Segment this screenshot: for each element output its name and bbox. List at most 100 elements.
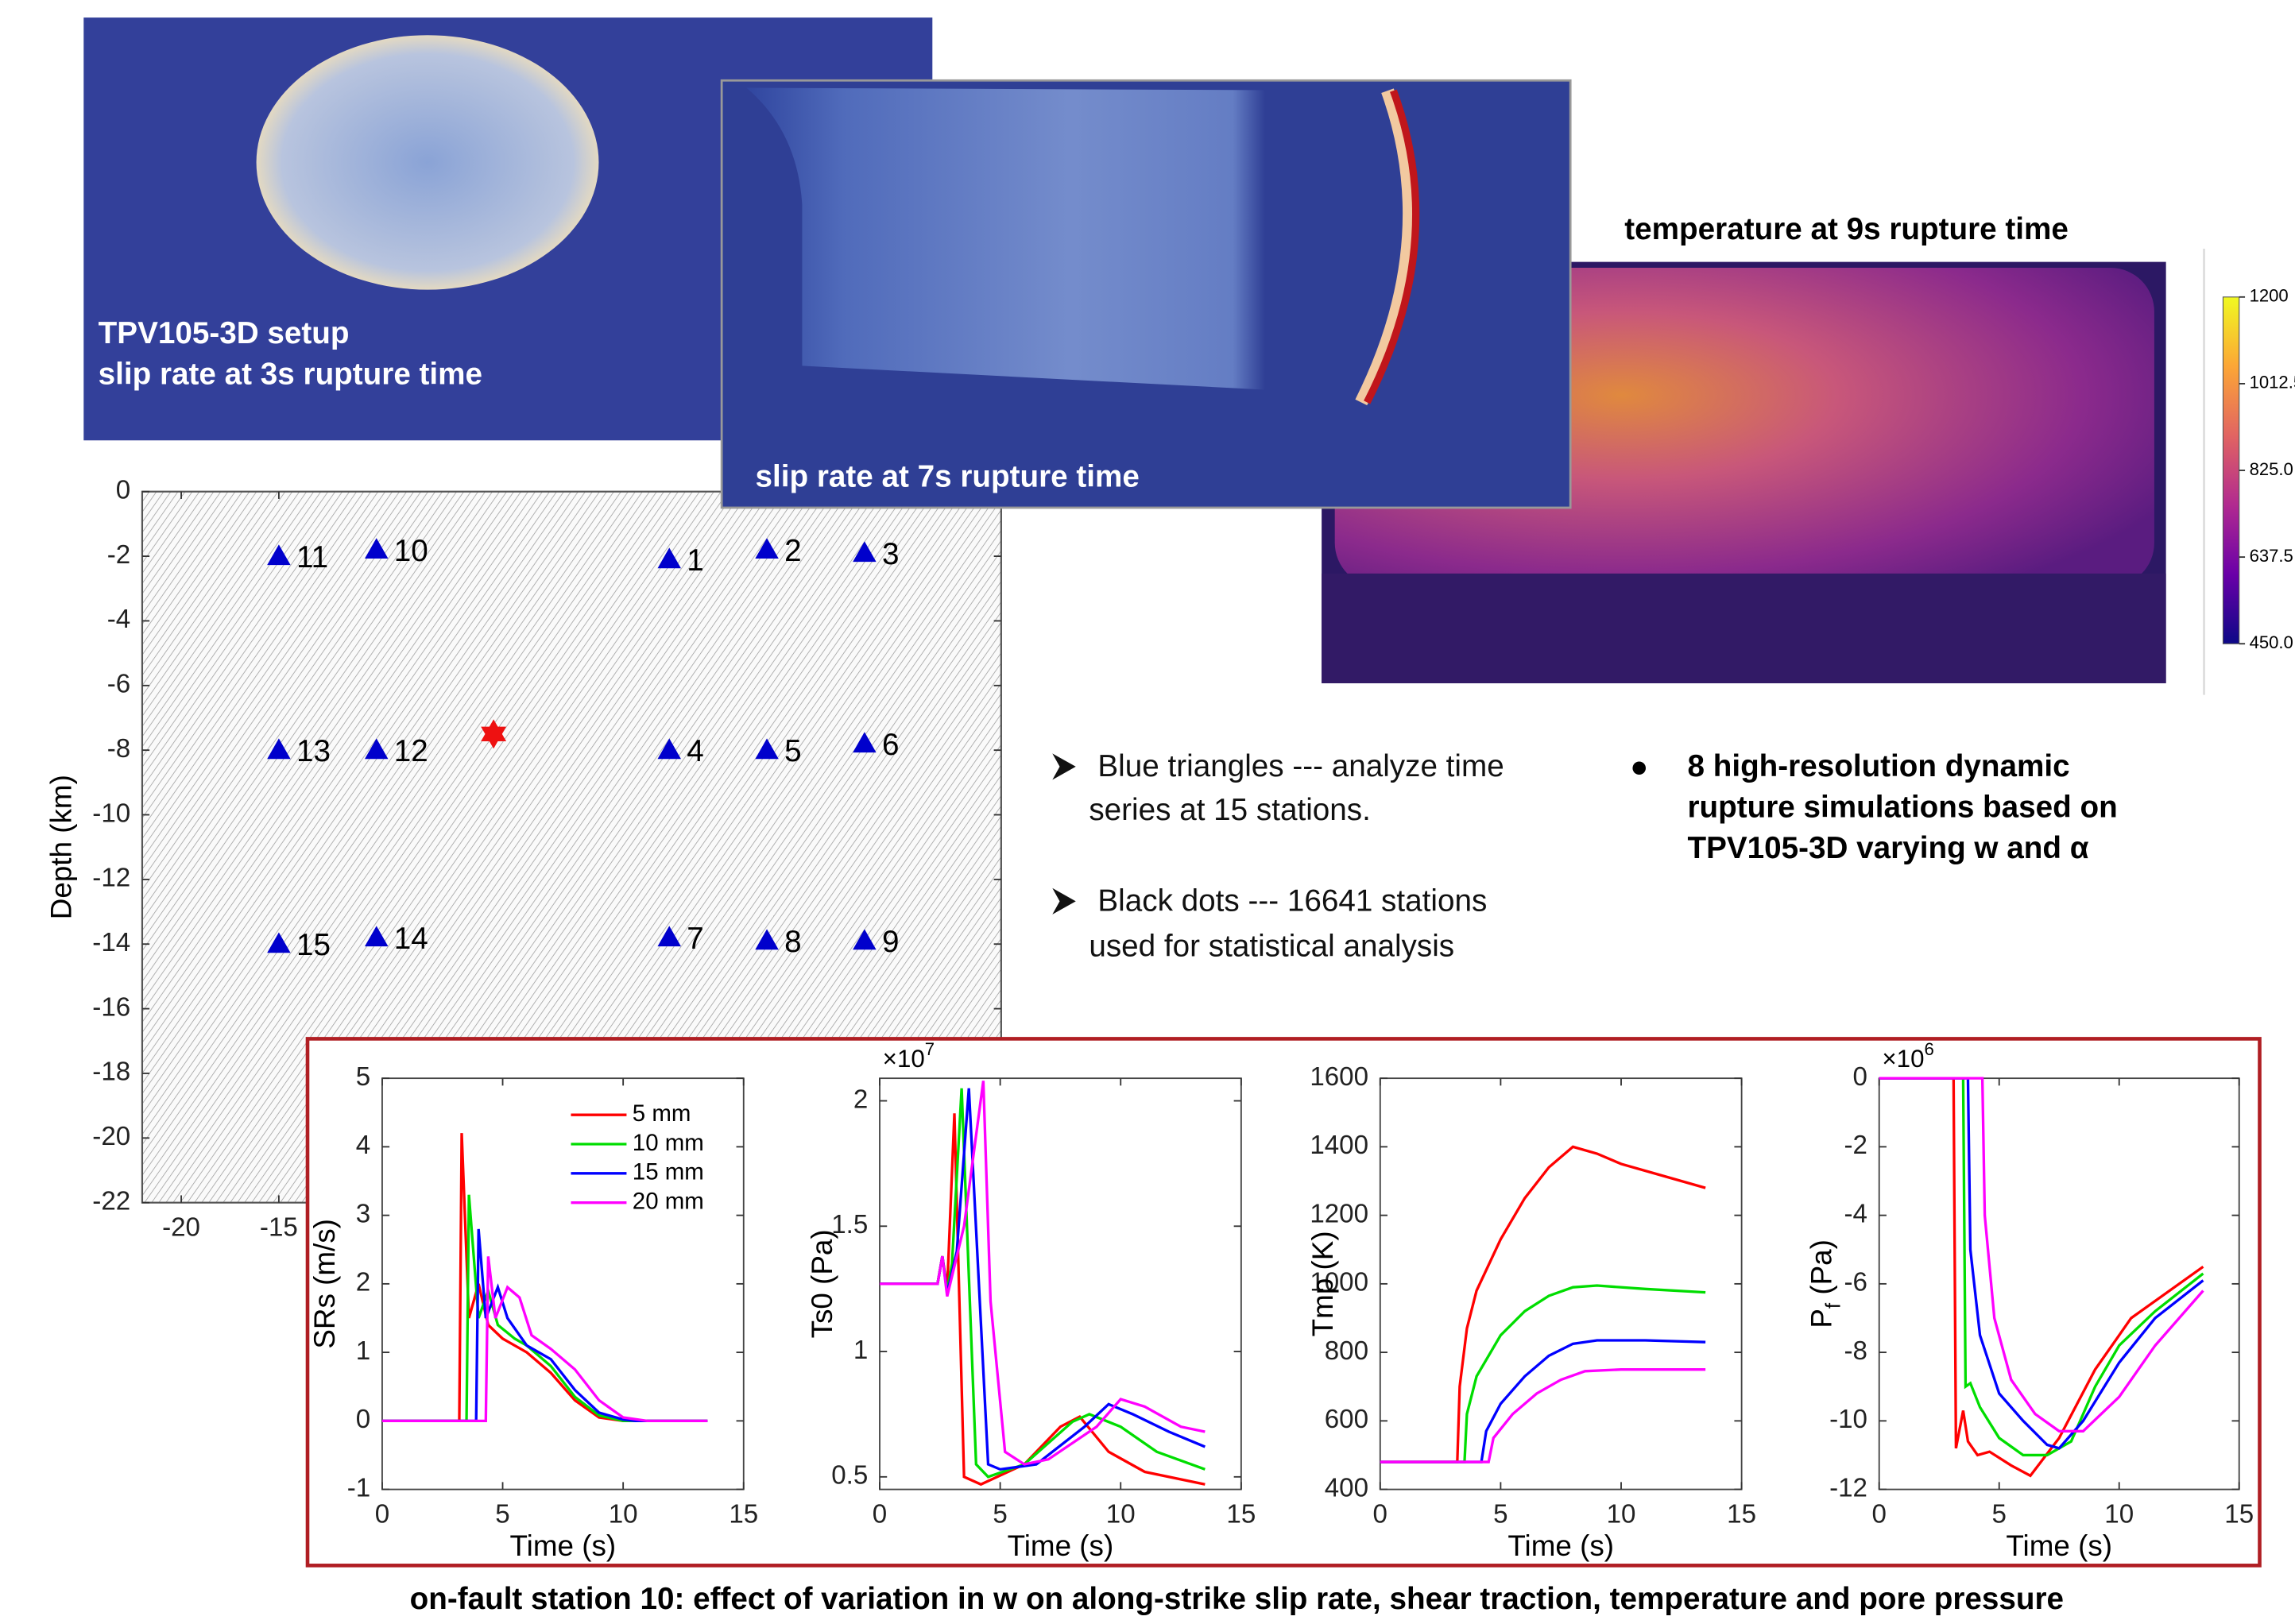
chart-line: -12 -10 -8 -6 -4 -2 0 0 5 10 15 Time (s) Pf (Pa) ×106 [1805,1039,2254,1562]
y-tick-label: 1200 [1310,1199,1368,1228]
y-tick-label: -10 [92,798,130,828]
colorbar [2222,296,2240,644]
x-tick-label: 5 [495,1499,509,1529]
y-axis-title: Ts0 (Pa) [806,1229,838,1338]
x-tick-label: 5 [993,1499,1007,1529]
y-axis-title-part: SRs (m/s) [308,1219,341,1349]
station-label: 4 [687,734,704,768]
station-marker [853,929,877,950]
multiplier-base: ×10 [883,1045,925,1073]
axis-multiplier: ×106 [1882,1039,1933,1073]
panel-title: slip rate at 3s rupture time [99,357,482,391]
chart-colorbar: 1200 1012.5 825.0 637.5 450.0 [2222,286,2295,652]
station-marker [853,541,877,563]
y-axis-title-part: f [1823,1302,1845,1309]
station-marker [657,547,681,569]
y-tick-label: -10 [1829,1405,1867,1434]
y-tick-label: -1 [347,1473,370,1502]
series-line [880,1081,1206,1466]
y-tick-label: 1 [853,1336,868,1365]
series-line [381,1194,708,1423]
y-tick-label: -2 [1844,1131,1867,1160]
y-tick-label: -18 [92,1058,130,1087]
y-tick-label: 1.5 [831,1210,868,1239]
legend-label: 20 mm [633,1188,704,1214]
station-label: 1 [687,543,704,578]
colorbar-layer: 1200 1012.5 825.0 637.5 450.0 [2222,286,2295,652]
x-tick-label: -20 [162,1213,200,1243]
station-marker [364,538,389,559]
plot-area [879,1077,1242,1491]
series-line [1380,1368,1706,1464]
station-label: 13 [296,734,331,768]
slip-7s-panel: slip rate at 7s rupture time [720,79,1572,509]
y-tick-label: 1000 [1310,1268,1368,1297]
x-tick-label: 15 [729,1499,758,1529]
x-axis-title: Time (s) [2006,1529,2112,1562]
bullets: Blue triangles --- analyze time series a… [1052,749,2118,963]
station-label: 10 [394,534,428,568]
plot-area [1379,1077,1743,1491]
bullet-text: TPV105-3D varying w and α [1687,831,2088,865]
series-line [1380,1339,1706,1464]
y-axis-title-part: Ts0 (Pa) [806,1229,838,1338]
station-marker [755,538,779,559]
panel-title: TPV105-3D setup [99,316,350,350]
y-tick-label: -8 [107,734,130,764]
x-tick-label: 0 [1872,1499,1887,1529]
station-marker [853,732,877,753]
station-marker [755,929,779,950]
y-tick-label: 600 [1325,1405,1368,1434]
bullet-text: used for statistical analysis [1089,929,1454,963]
colorbar-label: 1200 [2250,286,2289,306]
y-tick-label: -4 [1844,1199,1867,1228]
y-tick-label: 2 [853,1085,868,1114]
y-tick-label: -22 [92,1186,130,1216]
x-tick-label: 10 [609,1499,638,1529]
y-tick-label: -20 [92,1122,130,1151]
series-line [1879,1077,2204,1457]
series-line [1380,1284,1706,1464]
x-tick-label: 10 [1607,1499,1636,1529]
y-tick-label: -16 [92,992,130,1022]
x-tick-label: 0 [873,1499,887,1529]
chart-line: 400 600 800 1000 1200 1400 1600 0 5 10 15 Time (s) T… [1306,1062,1757,1562]
x-axis-title: Time (s) [1008,1529,1114,1562]
x-tick-label: 15 [2224,1499,2254,1529]
axis-multiplier: ×107 [883,1039,935,1073]
x-tick-label: 5 [1992,1499,2007,1529]
hypocenter [481,726,507,749]
station-label: 6 [882,728,900,762]
bullet-text: Blue triangles --- analyze time [1097,749,1504,783]
y-axis-title: Depth (km) [45,775,77,919]
series-line [1879,1077,2204,1478]
y-tick-label: 2 [356,1268,370,1297]
station-label: 15 [296,928,331,962]
y-tick-label: 1400 [1310,1131,1368,1160]
colorbar-label: 825.0 [2250,459,2293,479]
y-axis-title: Pf (Pa) [1805,1239,1844,1328]
legend-label: 10 mm [633,1130,704,1156]
y-axis-title-part: P [1805,1309,1837,1328]
station-label: 11 [296,540,328,574]
y-tick-label: 4 [356,1131,370,1160]
y-tick-label: -14 [92,928,130,957]
colorbar-label: 637.5 [2250,546,2293,566]
colorbar-label: 450.0 [2250,632,2293,652]
x-tick-label: 5 [1493,1499,1507,1529]
station-label: 3 [882,537,900,571]
chart-line: 0.5 1 1.5 2 0 5 10 15 Time (s) Ts0 (Pa) ×107 [806,1039,1256,1562]
y-tick-label: 0.5 [831,1461,868,1491]
station-label: 12 [394,734,428,768]
x-tick-label: 0 [375,1499,389,1529]
station-label: 14 [394,922,428,956]
plot-area [1878,1077,2240,1491]
multiplier-exponent: 6 [1924,1039,1933,1059]
y-tick-label: 1600 [1310,1062,1368,1092]
series-line [381,1228,708,1423]
y-tick-label: -6 [1844,1268,1867,1297]
x-tick-label: 15 [1226,1499,1256,1529]
